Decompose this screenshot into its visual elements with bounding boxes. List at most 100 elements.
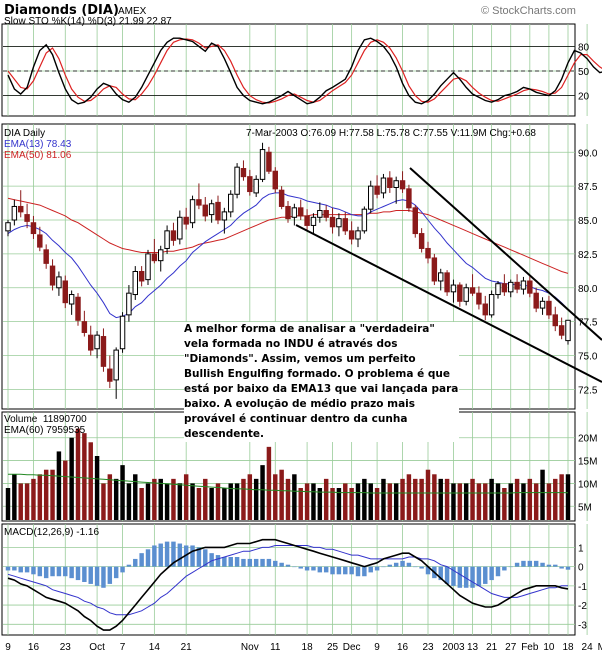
credit-link[interactable]: © StockCharts.com xyxy=(481,5,576,17)
candle-body xyxy=(221,211,228,221)
wedge-upper-line xyxy=(409,167,602,341)
candle-body xyxy=(113,349,119,381)
macd-histogram-bar xyxy=(489,566,494,581)
macd-histogram-bar xyxy=(540,562,545,567)
candle-body xyxy=(285,205,291,220)
macd-histogram-bar xyxy=(234,557,240,567)
macd-histogram-bar xyxy=(419,566,424,569)
candle-body xyxy=(24,214,30,222)
macd-histogram-bar xyxy=(470,566,475,588)
volume-bar xyxy=(126,483,132,520)
macd-histogram-bar xyxy=(126,564,132,567)
macd-histogram-bar xyxy=(381,566,386,568)
volume-bar xyxy=(559,474,564,520)
macd-histogram-bar xyxy=(285,564,291,567)
candle-body xyxy=(476,292,482,305)
x-tick-label: 16 xyxy=(28,642,40,653)
volume-bar xyxy=(406,474,412,520)
macd-label: MACD(12,26,9) -1.16 xyxy=(4,527,100,538)
y-tick-label: 87.5 xyxy=(578,182,598,193)
macd-histogram-bar xyxy=(349,566,354,575)
volume-bar xyxy=(336,488,342,520)
y-tick-label: 85.0 xyxy=(578,216,598,227)
y-tick-label: 90.0 xyxy=(578,148,598,159)
x-tick-label: 2003 xyxy=(442,642,465,653)
candle-body xyxy=(138,271,145,282)
volume-bar xyxy=(317,488,323,520)
volume-bar xyxy=(508,483,513,520)
candle-body xyxy=(310,216,317,226)
candle-body xyxy=(189,199,196,224)
candle-body xyxy=(508,281,514,293)
candle-body xyxy=(196,199,202,206)
candle-body xyxy=(208,203,215,216)
volume-bar xyxy=(69,437,74,520)
macd-histogram-bar xyxy=(565,566,571,570)
x-tick-label: 7 xyxy=(120,642,126,653)
candle-body xyxy=(387,177,393,188)
ema13-line xyxy=(7,192,569,319)
macd-line xyxy=(7,538,569,631)
volume-bar xyxy=(56,451,62,520)
macd-histogram-bar xyxy=(120,566,125,573)
x-tick-label: 25 xyxy=(327,642,339,653)
volume-bar xyxy=(527,478,533,520)
x-tick-label: 18 xyxy=(562,642,574,653)
candle-body xyxy=(457,284,463,302)
volume-bars xyxy=(5,428,571,520)
macd-histogram-bar xyxy=(553,564,558,567)
macd-histogram-bar xyxy=(247,558,253,567)
volume-bar xyxy=(514,478,520,520)
candle-body xyxy=(361,208,368,232)
macd-histogram-bar xyxy=(196,547,202,567)
macd-histogram-bar xyxy=(304,566,310,571)
macd-histogram-bar xyxy=(298,566,303,569)
volume-bar xyxy=(253,478,259,520)
volume-bar xyxy=(438,478,443,520)
macd-histogram-bar xyxy=(527,560,533,567)
volume-bar xyxy=(521,483,526,520)
y-tick-label: 0 xyxy=(578,563,584,574)
volume-bar xyxy=(234,483,240,520)
volume-bar xyxy=(330,488,335,520)
volume-bar xyxy=(292,474,297,520)
candle-body xyxy=(482,303,488,316)
candle-body xyxy=(11,205,18,221)
candle-body xyxy=(202,204,209,217)
macd-histogram-bar xyxy=(94,566,100,586)
macd-signal-line xyxy=(7,545,568,616)
candle-body xyxy=(18,205,24,213)
candle-body xyxy=(177,216,183,240)
candle-body xyxy=(298,207,304,217)
candle-body xyxy=(81,321,88,333)
candle-body xyxy=(520,280,527,290)
volume-bar xyxy=(24,483,30,520)
x-tick-label: Dec xyxy=(343,642,361,653)
volume-bar xyxy=(50,469,55,520)
macd-lines xyxy=(5,538,571,631)
macd-histogram-bar xyxy=(56,566,62,577)
y-tick-label: 80.0 xyxy=(578,284,598,295)
macd-histogram-bar xyxy=(495,566,501,577)
y-axis-labels: 20 50 80 72.5 75.0 77.5 80.0 82.5 85.0 87.5 90.0 5M… xyxy=(578,42,598,631)
candle-body xyxy=(158,249,164,262)
candle-body xyxy=(488,294,495,316)
x-tick-label: 10 xyxy=(543,642,555,653)
candle-body xyxy=(126,292,132,316)
candle-body xyxy=(170,230,177,241)
candle-body xyxy=(438,272,444,282)
volume-bar xyxy=(368,483,373,520)
macd-histogram-bar xyxy=(107,566,113,584)
candle-body xyxy=(355,230,361,240)
volume-bar xyxy=(139,488,144,520)
macd-histogram-bar xyxy=(413,566,418,568)
volume-bar xyxy=(349,488,354,520)
volume-bar xyxy=(457,483,463,520)
candle-body xyxy=(317,210,323,218)
price-info: 7-Mar-2003 O:76.09 H:77.58 L:75.78 C:77.… xyxy=(246,128,536,139)
candle-body xyxy=(62,280,69,304)
volume-bar xyxy=(298,488,303,520)
y-tick-label: 72.5 xyxy=(578,385,598,396)
ema13-legend: EMA(13) 78.43 xyxy=(4,139,72,150)
volume-bar xyxy=(476,483,482,520)
